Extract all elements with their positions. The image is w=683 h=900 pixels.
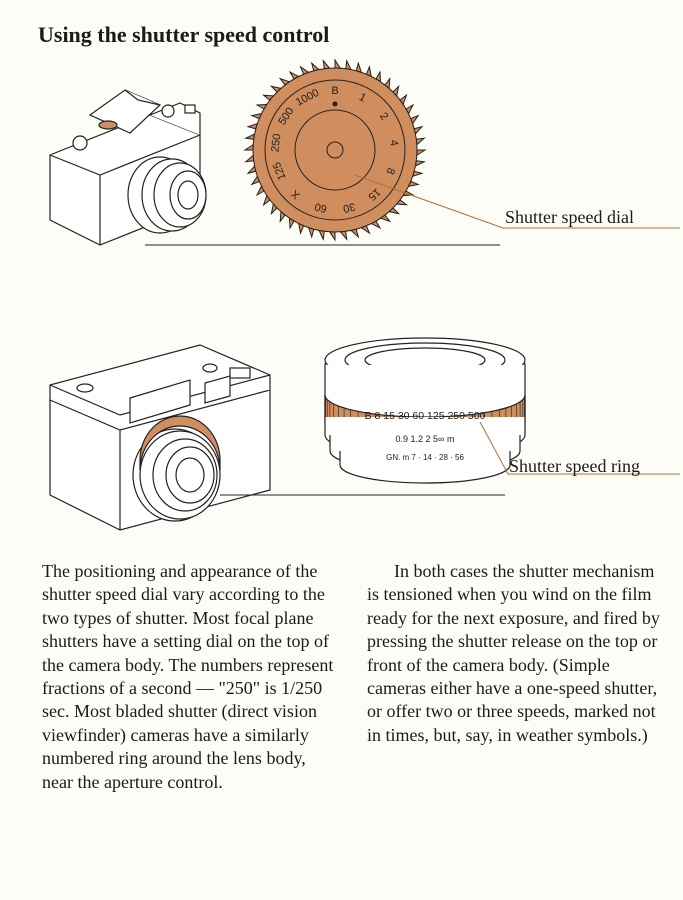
- shutter-speed-ring-label: Shutter speed ring: [509, 456, 640, 477]
- shutter-speed-dial-label: Shutter speed dial: [505, 207, 634, 228]
- body-paragraph-2: In both cases the shutter mechanism is t…: [367, 560, 662, 747]
- body-text: The positioning and appearance of the sh…: [42, 560, 662, 794]
- ring-leader-line: [0, 300, 683, 530]
- dial-leader-line: [0, 0, 683, 280]
- body-paragraph-1: The positioning and appearance of the sh…: [42, 560, 337, 794]
